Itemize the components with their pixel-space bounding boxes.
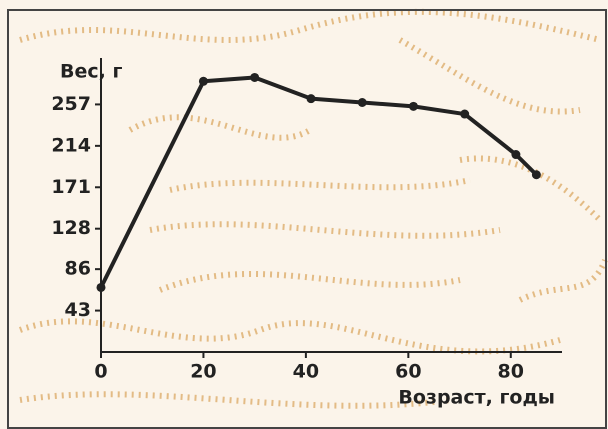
y-tick-label: 43 (65, 299, 91, 321)
x-tick-label: 80 (498, 361, 524, 383)
x-tick-label: 0 (94, 361, 107, 383)
frame (7, 9, 607, 429)
y-tick-label: 257 (51, 93, 91, 115)
y-axis-label: Вес, г (60, 61, 122, 83)
data-point (357, 97, 367, 107)
x-tick-label: 60 (395, 361, 421, 383)
y-tick-label: 86 (65, 258, 91, 280)
data-point (531, 170, 541, 180)
x-tick-label: 40 (293, 361, 319, 383)
data-point (306, 94, 316, 104)
y-tick-label: 214 (51, 134, 91, 156)
data-point (198, 76, 208, 86)
data-point (96, 282, 106, 292)
y-tick-label: 128 (51, 217, 91, 239)
x-tick-label: 20 (190, 361, 216, 383)
data-point (250, 72, 260, 82)
data-point (460, 109, 470, 119)
y-tick-label: 171 (51, 176, 91, 198)
background-pattern (18, 8, 608, 409)
data-point (408, 101, 418, 111)
x-axis-label: Возраст, годы (398, 387, 555, 409)
data-point (511, 150, 521, 160)
